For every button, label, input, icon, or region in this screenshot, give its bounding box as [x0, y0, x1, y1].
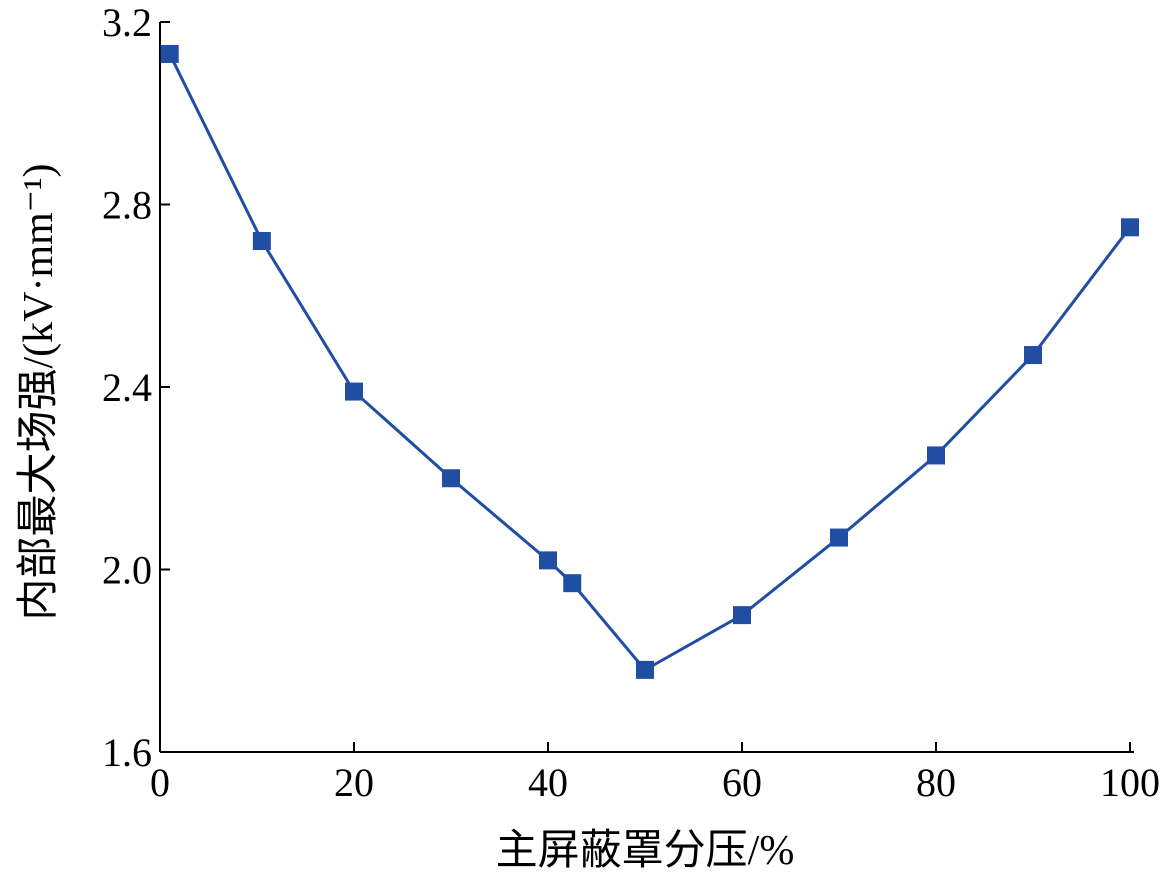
data-point-marker	[830, 528, 848, 547]
x-tick-label: 20	[334, 760, 374, 805]
series-line	[168, 53, 1132, 672]
y-tick-label: 3.2	[102, 0, 152, 45]
axes: 0 20 40 60 80 100 1.6 2.0 2.4 2.8 3.2	[102, 0, 1160, 805]
data-point-marker	[636, 660, 654, 679]
x-tick-label: 80	[916, 760, 956, 805]
data-point-marker	[927, 446, 945, 465]
series-layer	[160, 44, 1139, 679]
data-point-marker	[345, 382, 363, 401]
y-tick-label: 2.8	[102, 183, 152, 228]
x-tick-label: 40	[528, 760, 568, 805]
y-tick-label: 2.0	[102, 548, 152, 593]
x-tick-label: 100	[1100, 760, 1160, 805]
y-axis-title: 内部最大场强/(kV·mm⁻¹)	[16, 163, 62, 620]
data-point-marker	[160, 44, 179, 63]
data-point-marker	[733, 606, 751, 625]
data-point-marker	[252, 232, 271, 250]
y-tick-label: 2.4	[102, 365, 152, 410]
x-axis-title: 主屏蔽罩分压/%	[496, 828, 795, 874]
data-point-marker	[563, 574, 582, 593]
data-point-marker	[442, 469, 460, 488]
data-point-marker	[1121, 218, 1139, 237]
x-tick-label: 60	[722, 760, 762, 805]
data-point-marker	[1024, 346, 1042, 365]
y-tick-label: 1.6	[102, 730, 152, 775]
x-tick-label: 0	[150, 760, 170, 805]
data-point-marker	[539, 551, 557, 570]
